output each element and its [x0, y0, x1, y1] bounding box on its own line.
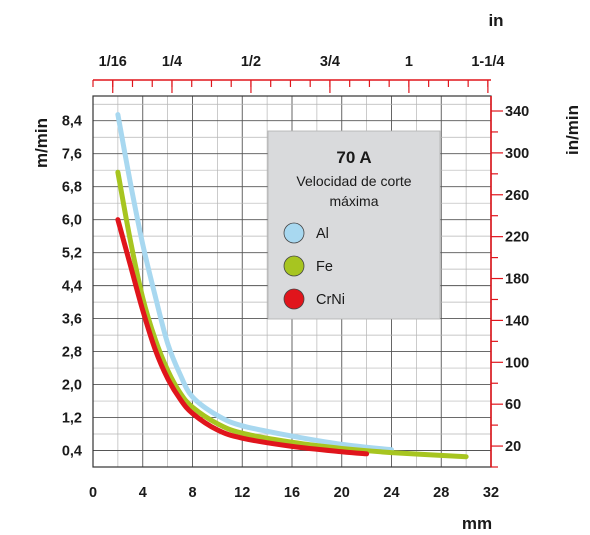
series-line-al [115, 112, 394, 453]
series-line-fe [115, 169, 469, 460]
secondary-axes [92, 79, 503, 468]
y2-tick-label: 20 [505, 439, 521, 455]
y-tick-label: 1,2 [62, 411, 82, 427]
legend-marker-crni [283, 288, 305, 310]
y2-tick-label: 300 [505, 146, 529, 162]
tick-labels: 0 4 8 12 16 20 24 28 32 0,4 1,2 2,0 2,8 3,6 4,4 5,2 6,0 6… [62, 54, 529, 501]
legend-label-fe: Fe [316, 259, 333, 275]
y-tick-label: 2,0 [62, 378, 82, 394]
x-tick-label: 24 [383, 485, 399, 501]
x-tick-label: 4 [139, 485, 147, 501]
legend-marker-al [283, 222, 305, 244]
x2-tick-label: 3/4 [320, 54, 340, 70]
legend: 70 A Velocidad de corte máxima Al Fe CrNi [267, 130, 441, 320]
x-tick-label: 28 [433, 485, 449, 501]
x-tick-label: 32 [483, 485, 499, 501]
y2-tick-label: 220 [505, 230, 529, 246]
legend-marker-fe [283, 255, 305, 277]
chart-subtitle-line-1: Velocidad de corte [296, 173, 411, 189]
x-tick-label: 12 [234, 485, 250, 501]
y2-tick-label: 60 [505, 397, 521, 413]
series-line-crni [115, 217, 370, 457]
series-lines [115, 112, 469, 460]
y-tick-label: 6,8 [62, 180, 82, 196]
y-axis-label: m/min [32, 118, 51, 168]
x-tick-label: 16 [284, 485, 300, 501]
y-tick-label: 4,4 [62, 279, 82, 295]
x2-tick-label: 1/16 [99, 54, 127, 70]
y2-tick-label: 100 [505, 355, 529, 371]
x2-tick-label: 1 [405, 54, 413, 70]
x-tick-label: 8 [188, 485, 196, 501]
y2-axis-label: in/min [563, 105, 582, 155]
x-axis-label: mm [462, 514, 492, 533]
x-tick-label: 20 [334, 485, 350, 501]
chart-subtitle-line-2: máxima [329, 193, 378, 209]
y-tick-label: 3,6 [62, 312, 82, 328]
y2-tick-label: 180 [505, 272, 529, 288]
x2-tick-label: 1-1/4 [471, 54, 504, 70]
x2-tick-label: 1/4 [162, 54, 182, 70]
y2-tick-label: 140 [505, 313, 529, 329]
x-tick-label: 0 [89, 485, 97, 501]
y-tick-label: 2,8 [62, 345, 82, 361]
y-tick-label: 5,2 [62, 246, 82, 262]
y-tick-label: 0,4 [62, 444, 82, 460]
chart-title: 70 A [336, 148, 371, 167]
x2-axis-label: in [488, 11, 503, 30]
y2-tick-label: 340 [505, 104, 529, 120]
y-tick-label: 7,6 [62, 147, 82, 163]
y2-tick-label: 260 [505, 188, 529, 204]
y-tick-label: 8,4 [62, 114, 82, 130]
y-tick-label: 6,0 [62, 213, 82, 229]
x2-tick-label: 1/2 [241, 54, 261, 70]
legend-label-al: Al [316, 226, 329, 242]
legend-label-crni: CrNi [316, 292, 345, 308]
